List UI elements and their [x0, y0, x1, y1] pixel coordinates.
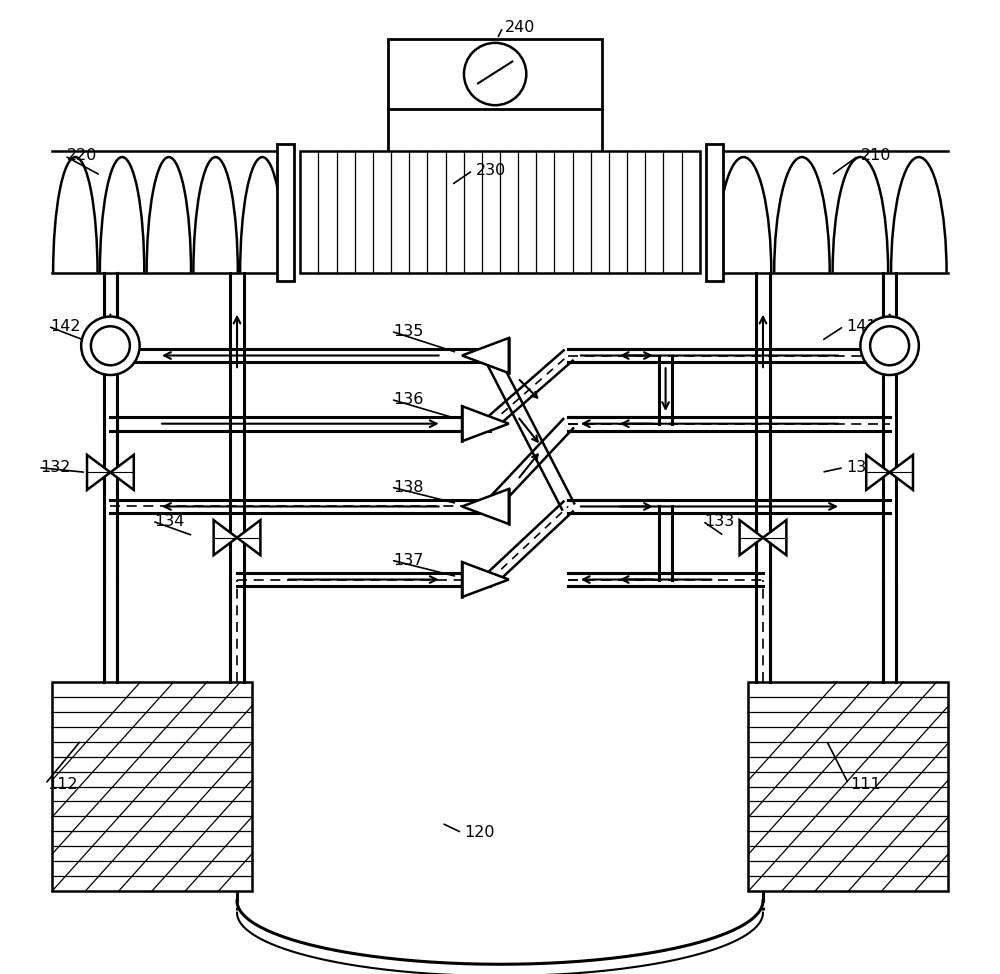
Bar	[52, 682, 252, 891]
Bar	[300, 151, 700, 273]
Text: 134: 134	[154, 513, 185, 529]
Text: 220: 220	[67, 148, 97, 164]
Text: 141: 141	[846, 318, 876, 334]
Polygon shape	[237, 520, 260, 555]
Polygon shape	[462, 338, 509, 373]
Polygon shape	[890, 455, 913, 490]
Text: 240: 240	[505, 19, 535, 35]
Polygon shape	[462, 406, 509, 441]
Text: 133: 133	[705, 513, 735, 529]
Text: 230: 230	[476, 163, 506, 178]
Text: 132: 132	[40, 460, 71, 475]
Circle shape	[870, 326, 909, 365]
Bar	[277, 144, 294, 281]
Circle shape	[81, 317, 140, 375]
Text: 112: 112	[47, 776, 78, 792]
Bar	[706, 144, 723, 281]
Text: 142: 142	[50, 318, 81, 334]
Text: 210: 210	[860, 148, 891, 164]
Polygon shape	[866, 455, 890, 490]
Circle shape	[860, 317, 919, 375]
Polygon shape	[462, 562, 509, 597]
Text: 138: 138	[393, 479, 423, 495]
Polygon shape	[462, 489, 509, 524]
Text: 120: 120	[464, 825, 494, 841]
Text: 111: 111	[851, 776, 881, 792]
Circle shape	[464, 43, 526, 105]
Polygon shape	[87, 455, 110, 490]
Polygon shape	[110, 455, 134, 490]
Bar	[748, 682, 948, 891]
Text: 131: 131	[846, 460, 876, 475]
Bar	[388, 39, 602, 109]
Text: 137: 137	[393, 552, 423, 568]
Text: 135: 135	[393, 323, 423, 339]
Text: 136: 136	[393, 392, 423, 407]
Polygon shape	[740, 520, 763, 555]
Circle shape	[91, 326, 130, 365]
Polygon shape	[763, 520, 786, 555]
Polygon shape	[214, 520, 237, 555]
